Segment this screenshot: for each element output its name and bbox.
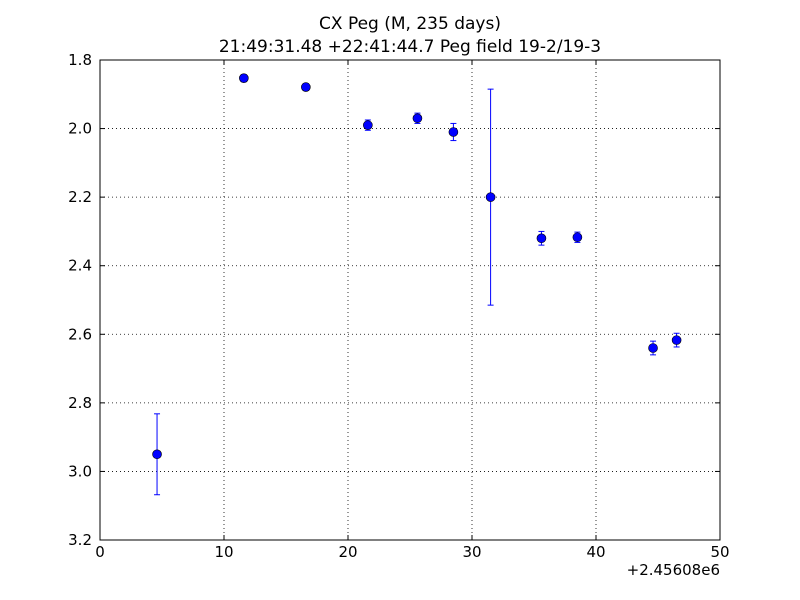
y-tick-label: 2.8 (68, 394, 92, 412)
x-tick-label: 0 (95, 543, 105, 561)
marker (648, 343, 658, 353)
chart-subtitle: 21:49:31.48 +22:41:44.7 Peg field 19-2/1… (219, 37, 601, 57)
y-tick-label: 2.6 (68, 325, 92, 343)
x-tick-label: 20 (338, 543, 357, 561)
plot-frame (99, 59, 721, 541)
y-tick-label: 2.2 (68, 188, 92, 206)
chart-title: CX Peg (M, 235 days) (319, 14, 501, 34)
marker (412, 113, 423, 124)
y-tick-label: 2.4 (68, 257, 92, 275)
marker (671, 335, 682, 345)
y-tick-label: 2.0 (68, 120, 92, 138)
x-tick-label: 30 (462, 543, 481, 561)
marker (536, 233, 547, 244)
marker (301, 82, 311, 92)
marker (572, 232, 583, 243)
x-tick-label: 50 (710, 543, 729, 561)
marker (152, 449, 162, 460)
y-tick-label: 3.0 (68, 462, 92, 480)
marker (363, 120, 373, 130)
x-tick-label: 10 (214, 543, 233, 561)
x-offset-label: +2.45608e6 (627, 561, 720, 579)
y-tick-label: 1.8 (68, 51, 92, 69)
y-tick-label: 3.2 (68, 531, 92, 549)
marker (485, 192, 496, 202)
marker (239, 73, 249, 83)
marker (448, 127, 459, 137)
x-tick-label: 40 (586, 543, 605, 561)
